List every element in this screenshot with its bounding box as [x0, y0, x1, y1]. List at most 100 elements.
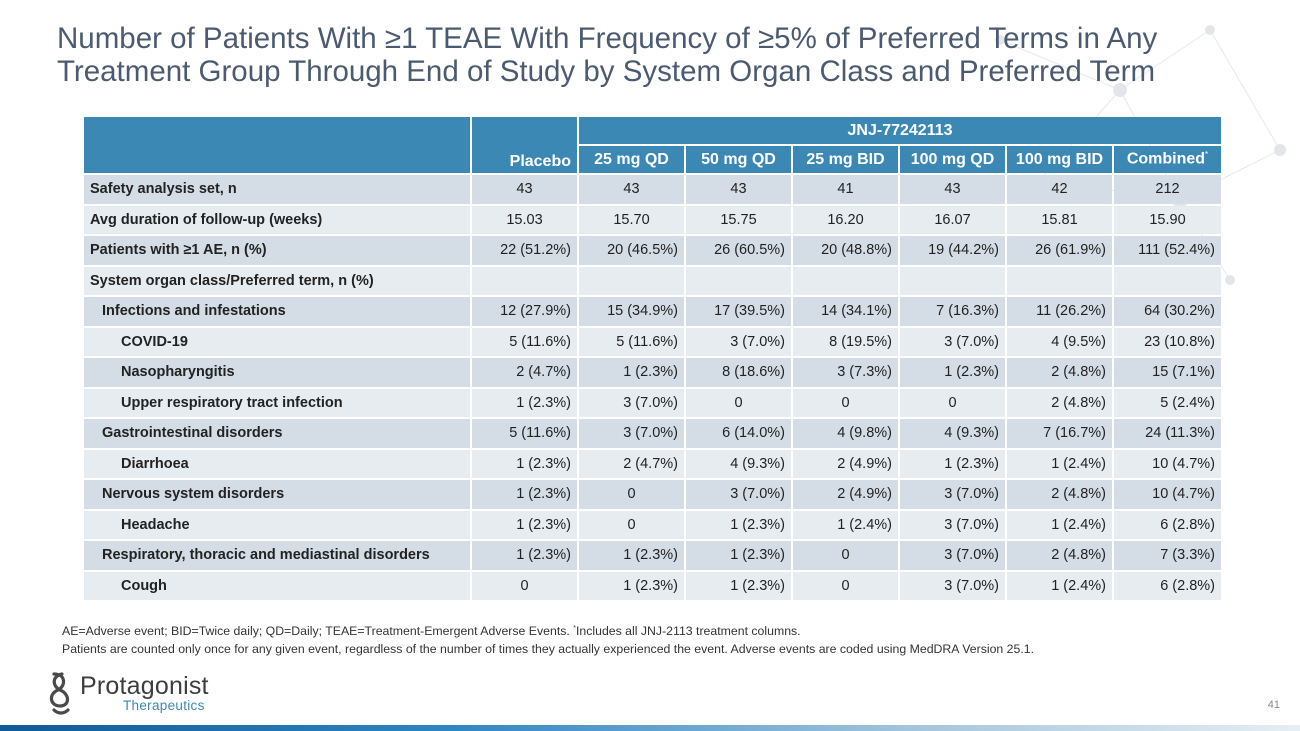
table-cell: 26 (60.5%)	[686, 236, 791, 265]
table-row: Respiratory, thoracic and mediastinal di…	[84, 541, 1222, 570]
table-cell: 2 (4.7%)	[472, 358, 577, 387]
table-cell: 1 (2.4%)	[1007, 571, 1112, 600]
row-label: System organ class/Preferred term, n (%)	[84, 266, 470, 295]
table-cell: 42	[1007, 175, 1112, 204]
table-cell: 1 (2.3%)	[579, 571, 684, 600]
table-cell: 0	[472, 571, 577, 600]
table-cell: 3 (7.0%)	[900, 510, 1005, 539]
row-label: Respiratory, thoracic and mediastinal di…	[84, 541, 470, 570]
table-cell: 16.07	[900, 205, 1005, 234]
row-label: Nasopharyngitis	[84, 358, 470, 387]
table-cell: 2 (4.7%)	[579, 449, 684, 478]
table-row: Cough 0 1 (2.3%) 1 (2.3%) 0 3 (7.0%) 1 (2.4%) 6…	[84, 571, 1222, 600]
table-cell: 23 (10.8%)	[1114, 327, 1222, 356]
table-cell: 2 (4.8%)	[1007, 388, 1112, 417]
table-cell: 10 (4.7%)	[1114, 449, 1222, 478]
table-cell: 212	[1114, 175, 1222, 204]
table-cell: 1 (2.3%)	[472, 480, 577, 509]
table-cell: 1 (2.4%)	[793, 510, 898, 539]
logo-subtitle: Therapeutics	[123, 698, 205, 713]
header-combined-label: Combined	[1126, 150, 1206, 168]
table-cell: 6 (2.8%)	[1114, 510, 1222, 539]
table-cell: 2 (4.8%)	[1007, 480, 1112, 509]
teae-table: Placebo JNJ-77242113 25 mg QD 50 mg QD 2…	[82, 115, 1222, 602]
table-cell: 3 (7.0%)	[579, 388, 684, 417]
table-cell: 1 (2.4%)	[1007, 449, 1112, 478]
table-cell: 3 (7.0%)	[900, 541, 1005, 570]
table-cell: 6 (2.8%)	[1114, 571, 1222, 600]
table-cell: 3 (7.0%)	[686, 327, 791, 356]
table-cell	[1007, 266, 1112, 295]
table-cell: 7 (3.3%)	[1114, 541, 1222, 570]
table-cell	[579, 266, 684, 295]
table-cell: 2 (4.9%)	[793, 449, 898, 478]
table-cell: 1 (2.3%)	[686, 571, 791, 600]
table-cell: 4 (9.3%)	[900, 419, 1005, 448]
row-label: Gastrointestinal disorders	[84, 419, 470, 448]
table-row: Headache 1 (2.3%) 0 1 (2.3%) 1 (2.4%) 3 (7.0%…	[84, 510, 1222, 539]
table-cell: 1 (2.4%)	[1007, 510, 1112, 539]
table-cell: 4 (9.5%)	[1007, 327, 1112, 356]
row-label: Safety analysis set, n	[84, 175, 470, 204]
table-cell: 43	[472, 175, 577, 204]
table-cell: 64 (30.2%)	[1114, 297, 1222, 326]
table-cell: 5 (11.6%)	[472, 419, 577, 448]
header-placebo: Placebo	[472, 117, 577, 173]
table-cell: 0	[793, 388, 898, 417]
table-cell: 16.20	[793, 205, 898, 234]
table-cell: 2 (4.9%)	[793, 480, 898, 509]
table-cell: 2 (4.8%)	[1007, 541, 1112, 570]
logo-name: Protagonist	[80, 672, 209, 700]
table-cell	[900, 266, 1005, 295]
table-cell: 15.75	[686, 205, 791, 234]
table-row: Patients with ≥1 AE, n (%) 22 (51.2%) 20 (…	[84, 236, 1222, 265]
table-cell: 0	[686, 388, 791, 417]
table-row: System organ class/Preferred term, n (%)	[84, 266, 1222, 295]
table-cell: 41	[793, 175, 898, 204]
slide-title: Number of Patients With ≥1 TEAE With Fre…	[57, 22, 1158, 88]
row-label: Avg duration of follow-up (weeks)	[84, 205, 470, 234]
table-cell: 3 (7.0%)	[900, 571, 1005, 600]
footnote-combined-note: Includes all JNJ-2113 treatment columns.	[575, 624, 801, 639]
table-cell: 43	[686, 175, 791, 204]
table-cell: 2 (4.8%)	[1007, 358, 1112, 387]
table-cell: 20 (46.5%)	[579, 236, 684, 265]
header-corner-cell	[84, 117, 470, 173]
table-cell: 1 (2.3%)	[472, 510, 577, 539]
table-cell: 15 (7.1%)	[1114, 358, 1222, 387]
row-label: Upper respiratory tract infection	[84, 388, 470, 417]
table-cell: 0	[900, 388, 1005, 417]
combined-footnote-mark: *	[1205, 150, 1209, 160]
bottom-accent-bar	[0, 725, 1300, 731]
table-cell	[472, 266, 577, 295]
row-label: Diarrhoea	[84, 449, 470, 478]
table-row: Gastrointestinal disorders 5 (11.6%) 3 (7.…	[84, 419, 1222, 448]
table-cell: 111 (52.4%)	[1114, 236, 1222, 265]
header-combined: Combined*	[1114, 146, 1222, 173]
table-row: Upper respiratory tract infection 1 (2.3%…	[84, 388, 1222, 417]
table-cell: 12 (27.9%)	[472, 297, 577, 326]
table-cell: 11 (26.2%)	[1007, 297, 1112, 326]
footnote-line-2: Patients are counted only once for any g…	[62, 642, 1035, 657]
row-label: Headache	[84, 510, 470, 539]
table-row: Nasopharyngitis 2 (4.7%) 1 (2.3%) 8 (18.6%)…	[84, 358, 1222, 387]
table-row: Safety analysis set, n 43 43 43 41 43 42 212	[84, 175, 1222, 204]
table-row: COVID-19 5 (11.6%) 5 (11.6%) 3 (7.0%) 8 (19.…	[84, 327, 1222, 356]
row-label: Cough	[84, 571, 470, 600]
table-cell: 1 (2.3%)	[472, 388, 577, 417]
page-number: 41	[1267, 699, 1280, 711]
table-cell: 1 (2.3%)	[900, 449, 1005, 478]
table-cell: 26 (61.9%)	[1007, 236, 1112, 265]
table-cell: 1 (2.3%)	[579, 358, 684, 387]
header-drug-group: JNJ-77242113	[579, 117, 1222, 144]
table-cell: 1 (2.3%)	[900, 358, 1005, 387]
table-cell	[1114, 266, 1222, 295]
table-cell: 7 (16.7%)	[1007, 419, 1112, 448]
table-cell: 3 (7.0%)	[579, 419, 684, 448]
table-cell: 22 (51.2%)	[472, 236, 577, 265]
header-25mg-qd: 25 mg QD	[579, 146, 684, 173]
protagonist-logo: Protagonist Therapeutics	[44, 670, 234, 716]
table-cell: 6 (14.0%)	[686, 419, 791, 448]
protagonist-logo-icon	[49, 672, 70, 715]
table-cell: 15.81	[1007, 205, 1112, 234]
